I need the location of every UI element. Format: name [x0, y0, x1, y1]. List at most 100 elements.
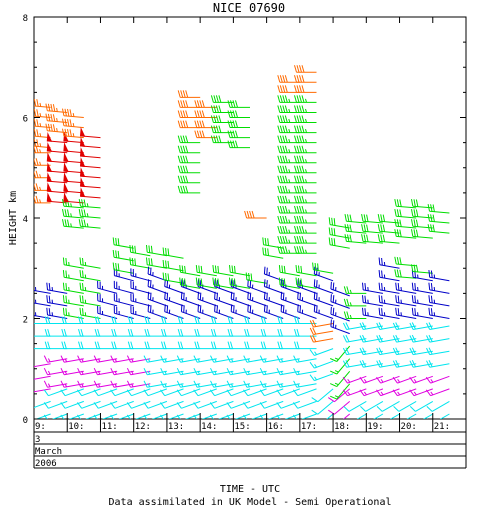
barb-feather [428, 334, 433, 342]
barb-feather [79, 282, 82, 290]
wind-barb [343, 298, 367, 307]
barb-feather [215, 105, 219, 113]
barb-feather [126, 402, 132, 409]
barb-shaft [317, 401, 334, 415]
barb-feather [60, 402, 66, 409]
wind-barb [378, 257, 400, 269]
barb-feather [397, 283, 400, 291]
barb-shaft [180, 370, 201, 376]
barb-feather [193, 380, 198, 388]
barb-half-feather [314, 376, 318, 381]
barb-feather [427, 224, 430, 232]
barb-feather [293, 355, 298, 363]
barb-half-feather [288, 169, 291, 173]
barb-feather [294, 225, 297, 234]
wind-barb [62, 209, 84, 219]
wind-barb [277, 85, 300, 93]
barb-feather [185, 90, 189, 98]
barb-feather [226, 402, 232, 409]
wind-barb [193, 355, 217, 363]
barb-feather [44, 341, 48, 349]
barb-feather [82, 308, 84, 316]
barb-feather [162, 272, 165, 280]
barb-feather [364, 308, 367, 316]
barb-feather [215, 115, 219, 123]
barb-feather [342, 376, 348, 384]
barb-feather [69, 129, 72, 137]
barb-feather [193, 414, 198, 419]
wind-barb [113, 293, 134, 307]
wind-barb [79, 157, 101, 169]
barb-shaft [314, 298, 334, 307]
wind-barb [395, 295, 417, 307]
barb-half-feather [180, 370, 184, 375]
barb-feather [395, 334, 400, 342]
barb-feather [397, 308, 400, 316]
barb-feather [316, 267, 318, 275]
barb-shaft [246, 279, 267, 284]
barb-feather [218, 135, 222, 143]
barb-shaft [356, 413, 367, 419]
barb-half-feather [413, 391, 417, 396]
barb-shaft [68, 413, 84, 419]
barb-feather [47, 123, 51, 132]
barb-feather [65, 270, 68, 278]
barb-feather [299, 185, 302, 194]
barb-shaft [63, 135, 84, 139]
barb-shaft [147, 251, 167, 257]
barb-feather [332, 295, 335, 303]
barb-feather [362, 307, 364, 316]
barb-pennant [63, 172, 69, 182]
wind-barb [276, 367, 300, 376]
barb-shaft [264, 273, 284, 282]
barb-half-feather [197, 383, 200, 388]
wind-barb [226, 380, 251, 388]
barb-feather [409, 406, 416, 412]
barb-feather [284, 85, 288, 93]
barb-feather [247, 304, 249, 312]
wind-barb [312, 262, 334, 274]
barb-feather [430, 295, 433, 303]
barb-feather [160, 355, 165, 363]
barb-half-feather [131, 358, 134, 362]
barb-feather [377, 234, 381, 242]
barb-half-feather [263, 383, 267, 388]
barb-feather [264, 237, 267, 246]
wind-barb [376, 413, 400, 419]
wind-barb [328, 217, 350, 229]
wind-barb [342, 334, 367, 343]
barb-shaft [180, 383, 201, 388]
barb-feather [430, 214, 433, 222]
barb-feather [376, 406, 383, 412]
barb-feather [185, 110, 189, 118]
wind-barb [409, 334, 433, 343]
barb-half-feather [430, 379, 434, 383]
wind-barb [360, 400, 384, 412]
barb-feather [343, 298, 347, 307]
barb-feather [282, 145, 286, 153]
wind-barb [210, 95, 234, 103]
barb-feather [243, 402, 249, 409]
barb-shaft [180, 358, 201, 363]
barb-shaft [330, 326, 350, 335]
barb-shaft [363, 363, 383, 368]
barb-feather [127, 316, 131, 324]
barb-shaft [164, 286, 184, 294]
barb-feather [180, 185, 184, 194]
barb-shaft [396, 205, 417, 209]
wind-barb [294, 75, 317, 83]
barb-feather [282, 195, 286, 204]
barb-shaft [280, 358, 300, 363]
barb-feather [143, 389, 149, 396]
barb-feather [64, 209, 67, 217]
wind-barb [193, 400, 217, 409]
barb-feather [215, 95, 219, 103]
barb-shaft [230, 383, 251, 388]
wind-barb [294, 316, 317, 324]
barb-half-feather [397, 391, 401, 396]
barb-half-feather [81, 383, 84, 388]
barb-shaft [163, 370, 184, 376]
barb-feather [296, 155, 300, 163]
barb-feather [392, 322, 397, 330]
barb-feather [279, 165, 283, 173]
